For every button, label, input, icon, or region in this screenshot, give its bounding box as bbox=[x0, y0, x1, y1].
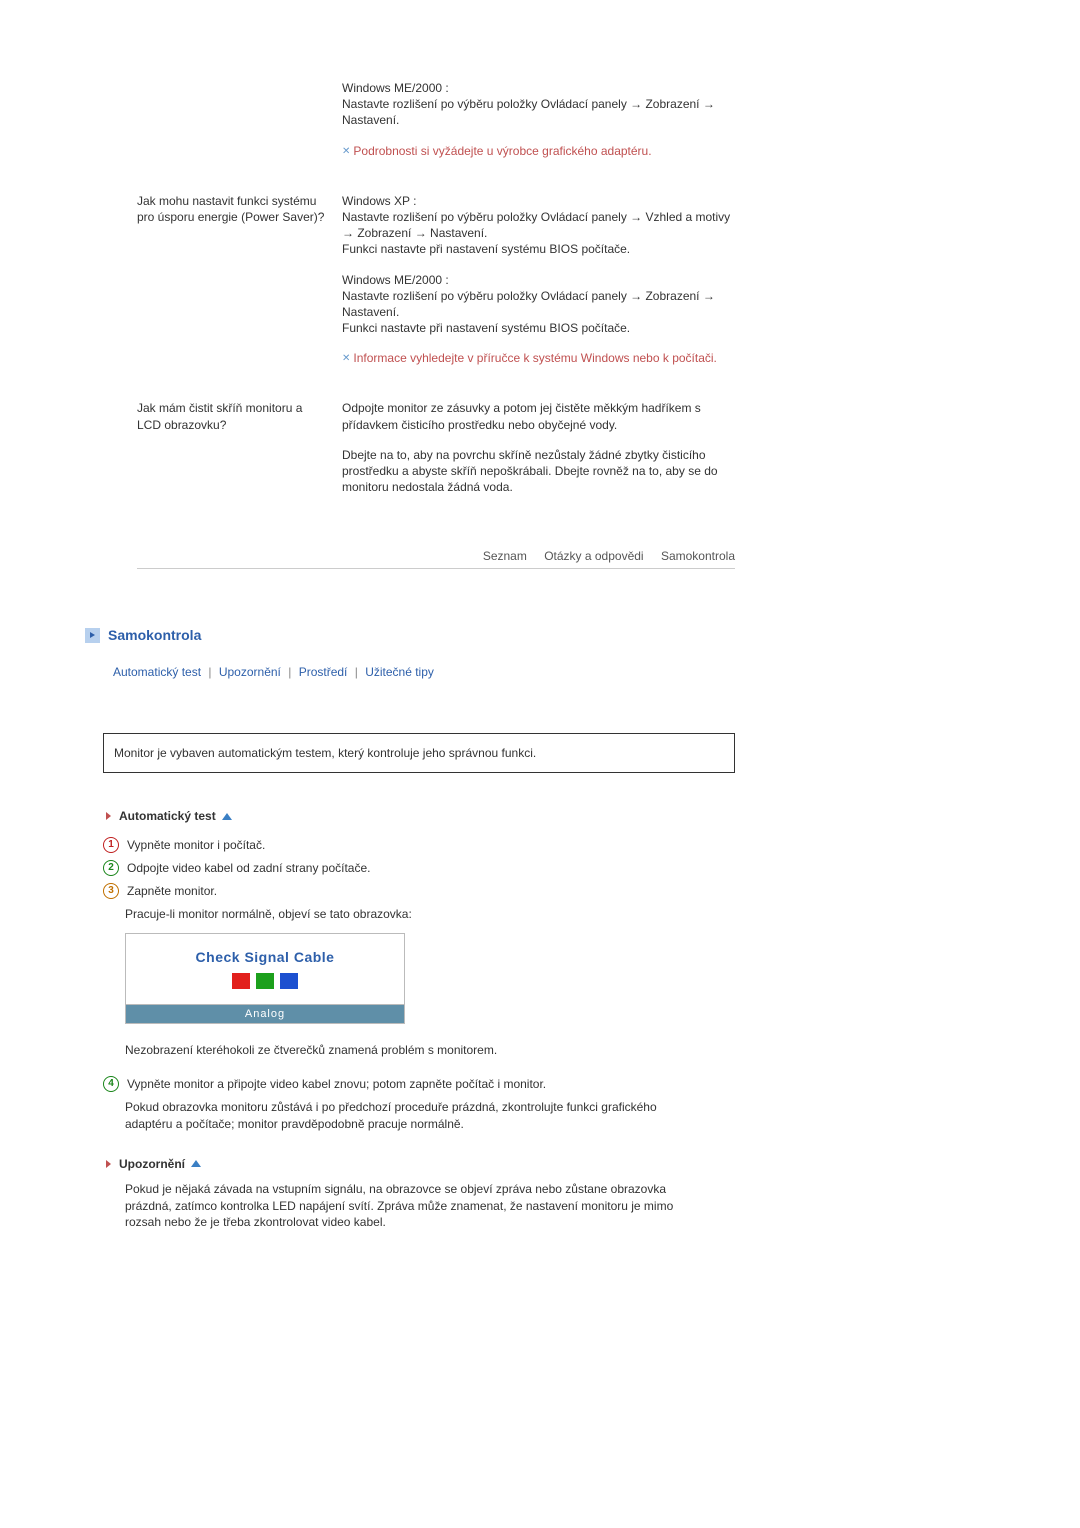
up-triangle-icon[interactable] bbox=[222, 813, 232, 820]
step-item: 1 Vypněte monitor i počítač. bbox=[103, 837, 825, 854]
nav-samokontrola[interactable]: Samokontrola bbox=[661, 549, 735, 563]
subnav-automaticky-test[interactable]: Automatický test bbox=[113, 665, 201, 679]
qa-answer: Windows ME/2000 : Nastavte rozlišení po … bbox=[342, 80, 742, 173]
qa-row: Jak mohu nastavit funkci systému pro úsp… bbox=[137, 193, 877, 381]
qa-answer: Windows XP : Nastavte rozlišení po výběr… bbox=[342, 193, 742, 381]
subnav-upozorneni[interactable]: Upozornění bbox=[219, 665, 281, 679]
step-text: Vypněte monitor i počítač. bbox=[127, 837, 717, 854]
signal-mode-label: Analog bbox=[126, 1005, 404, 1023]
signal-text: Check Signal Cable bbox=[196, 949, 335, 965]
step-subtext: Pokud obrazovka monitoru zůstává i po př… bbox=[125, 1099, 705, 1133]
step-subtext: Pracuje-li monitor normálně, objeví se t… bbox=[125, 906, 705, 923]
note-text: Informace vyhledejte v příručce k systém… bbox=[353, 351, 717, 365]
answer-text: Windows ME/2000 : Nastavte rozlišení po … bbox=[342, 272, 742, 337]
sub-nav: Automatický test | Upozornění | Prostřed… bbox=[113, 665, 825, 679]
page-root: Windows ME/2000 : Nastavte rozlišení po … bbox=[85, 0, 825, 1431]
note-icon: ✕ bbox=[342, 353, 350, 364]
play-icon bbox=[85, 628, 100, 643]
step-item: 4 Vypněte monitor a připojte video kabel… bbox=[103, 1076, 825, 1093]
steps-list: 1 Vypněte monitor i počítač. 2 Odpojte v… bbox=[103, 837, 825, 899]
subnav-prostredi[interactable]: Prostředí bbox=[299, 665, 348, 679]
play-icon bbox=[103, 1159, 113, 1169]
subnav-uzitecne-tipy[interactable]: Užitečné tipy bbox=[365, 665, 434, 679]
nav-separator: | bbox=[208, 665, 211, 679]
qa-row: Jak mám čistit skříň monitoru a LCD obra… bbox=[137, 400, 877, 509]
section-heading: Samokontrola bbox=[85, 627, 825, 643]
step-text: Vypněte monitor a připojte video kabel z… bbox=[127, 1076, 717, 1093]
step-text: Odpojte video kabel od zadní strany počí… bbox=[127, 860, 717, 877]
note-text: Nezobrazení kteréhokoli ze čtverečků zna… bbox=[125, 1042, 705, 1059]
subheading-automaticky-test: Automatický test bbox=[103, 809, 825, 823]
note-icon: ✕ bbox=[342, 146, 350, 157]
subheading-label: Automatický test bbox=[119, 809, 216, 823]
paragraph-text: Pokud je nějaká závada na vstupním signá… bbox=[125, 1181, 709, 1231]
nav-otazky[interactable]: Otázky a odpovědi bbox=[544, 549, 643, 563]
signal-cable-diagram: Check Signal Cable Analog bbox=[125, 933, 405, 1024]
red-square bbox=[232, 973, 250, 989]
answer-text: Odpojte monitor ze zásuvky a potom jej č… bbox=[342, 400, 742, 432]
nav-seznam[interactable]: Seznam bbox=[483, 549, 527, 563]
subheading-upozorneni: Upozornění bbox=[103, 1157, 825, 1171]
color-squares bbox=[232, 973, 298, 989]
note-text: Podrobnosti si vyžádejte u výrobce grafi… bbox=[353, 144, 651, 158]
nav-separator: | bbox=[288, 665, 291, 679]
qa-question: Jak mám čistit skříň monitoru a LCD obra… bbox=[137, 400, 342, 509]
play-icon bbox=[103, 811, 113, 821]
info-box: Monitor je vybaven automatickým testem, … bbox=[103, 733, 735, 773]
note-block: ✕Podrobnosti si vyžádejte u výrobce graf… bbox=[342, 143, 742, 159]
step-number-icon: 4 bbox=[103, 1076, 119, 1092]
signal-top: Check Signal Cable bbox=[126, 934, 404, 1005]
answer-text: Dbejte na to, aby na povrchu skříně nezů… bbox=[342, 447, 742, 496]
qa-table: Windows ME/2000 : Nastavte rozlišení po … bbox=[137, 80, 877, 509]
step-number-icon: 2 bbox=[103, 860, 119, 876]
qa-question bbox=[137, 80, 342, 173]
step-text: Zapněte monitor. bbox=[127, 883, 717, 900]
qa-question: Jak mohu nastavit funkci systému pro úsp… bbox=[137, 193, 342, 381]
bottom-nav: Seznam Otázky a odpovědi Samokontrola bbox=[137, 549, 735, 569]
steps-list: 4 Vypněte monitor a připojte video kabel… bbox=[103, 1076, 825, 1093]
qa-answer: Odpojte monitor ze zásuvky a potom jej č… bbox=[342, 400, 742, 509]
step-item: 3 Zapněte monitor. bbox=[103, 883, 825, 900]
up-triangle-icon[interactable] bbox=[191, 1160, 201, 1167]
qa-row: Windows ME/2000 : Nastavte rozlišení po … bbox=[137, 80, 877, 173]
step-number-icon: 1 bbox=[103, 837, 119, 853]
answer-text: Windows XP : Nastavte rozlišení po výběr… bbox=[342, 193, 742, 258]
blue-square bbox=[280, 973, 298, 989]
section-title: Samokontrola bbox=[108, 627, 201, 643]
note-block: ✕Informace vyhledejte v příručce k systé… bbox=[342, 350, 742, 366]
step-item: 2 Odpojte video kabel od zadní strany po… bbox=[103, 860, 825, 877]
step-number-icon: 3 bbox=[103, 883, 119, 899]
subheading-label: Upozornění bbox=[119, 1157, 185, 1171]
nav-separator: | bbox=[355, 665, 358, 679]
green-square bbox=[256, 973, 274, 989]
answer-text: Windows ME/2000 : Nastavte rozlišení po … bbox=[342, 80, 742, 129]
